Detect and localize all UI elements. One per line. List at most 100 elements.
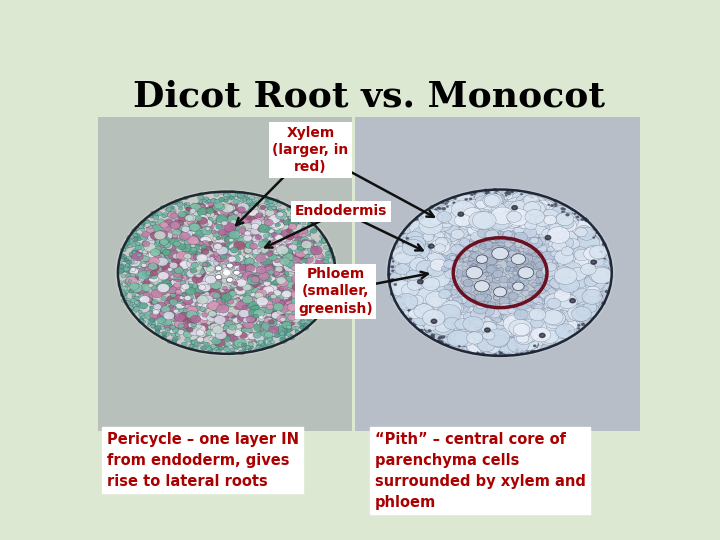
- Circle shape: [170, 296, 174, 300]
- Circle shape: [482, 331, 495, 340]
- Circle shape: [299, 239, 305, 244]
- Circle shape: [261, 251, 267, 255]
- Circle shape: [200, 346, 207, 350]
- Circle shape: [287, 218, 296, 225]
- Circle shape: [295, 211, 300, 214]
- Circle shape: [550, 322, 575, 340]
- Circle shape: [453, 199, 474, 215]
- Circle shape: [161, 227, 169, 233]
- Circle shape: [395, 264, 410, 275]
- Circle shape: [179, 313, 184, 318]
- Circle shape: [125, 264, 129, 267]
- Circle shape: [268, 254, 277, 261]
- Circle shape: [464, 312, 476, 321]
- Circle shape: [253, 214, 264, 222]
- Circle shape: [310, 284, 316, 288]
- Circle shape: [262, 268, 268, 272]
- Circle shape: [120, 258, 125, 262]
- Circle shape: [499, 342, 516, 354]
- Circle shape: [169, 231, 181, 239]
- Circle shape: [313, 302, 317, 305]
- Circle shape: [510, 246, 516, 251]
- Circle shape: [546, 222, 563, 235]
- Circle shape: [203, 217, 214, 225]
- Circle shape: [189, 261, 197, 267]
- Circle shape: [546, 339, 550, 341]
- Circle shape: [537, 217, 559, 234]
- Circle shape: [472, 281, 477, 285]
- Circle shape: [227, 279, 232, 283]
- Circle shape: [246, 199, 252, 204]
- Circle shape: [505, 192, 508, 194]
- Circle shape: [573, 290, 590, 303]
- Circle shape: [513, 282, 524, 291]
- Circle shape: [228, 324, 236, 330]
- Circle shape: [513, 288, 518, 292]
- Circle shape: [461, 338, 480, 352]
- Circle shape: [428, 320, 444, 333]
- Circle shape: [534, 350, 536, 352]
- Circle shape: [315, 285, 320, 289]
- Circle shape: [238, 299, 250, 307]
- Circle shape: [139, 304, 150, 313]
- Circle shape: [186, 327, 193, 332]
- Circle shape: [269, 252, 279, 259]
- Circle shape: [140, 320, 145, 323]
- Circle shape: [480, 287, 485, 291]
- Circle shape: [154, 226, 162, 232]
- Circle shape: [290, 235, 298, 240]
- Circle shape: [210, 254, 215, 259]
- Circle shape: [437, 207, 439, 209]
- Circle shape: [246, 264, 253, 270]
- Circle shape: [260, 286, 272, 294]
- Circle shape: [214, 339, 225, 347]
- Circle shape: [474, 256, 484, 264]
- Circle shape: [239, 280, 249, 287]
- Circle shape: [314, 274, 320, 279]
- Circle shape: [156, 282, 166, 289]
- Circle shape: [495, 245, 504, 252]
- Circle shape: [506, 306, 514, 312]
- Circle shape: [406, 237, 409, 240]
- Circle shape: [329, 249, 333, 252]
- Circle shape: [506, 256, 516, 264]
- Circle shape: [510, 225, 525, 235]
- Circle shape: [138, 271, 150, 279]
- Circle shape: [401, 239, 423, 254]
- Circle shape: [274, 253, 286, 262]
- Circle shape: [429, 280, 441, 288]
- Circle shape: [523, 194, 539, 207]
- Circle shape: [543, 243, 558, 254]
- Circle shape: [139, 313, 144, 317]
- Circle shape: [173, 340, 177, 343]
- Circle shape: [219, 309, 228, 316]
- Circle shape: [279, 338, 286, 342]
- Circle shape: [269, 232, 276, 238]
- Circle shape: [181, 303, 186, 307]
- Circle shape: [203, 246, 213, 254]
- Circle shape: [572, 220, 595, 237]
- Circle shape: [506, 211, 521, 222]
- Circle shape: [484, 231, 493, 238]
- Circle shape: [281, 275, 287, 279]
- Circle shape: [197, 217, 207, 225]
- Circle shape: [153, 310, 159, 315]
- Circle shape: [121, 289, 125, 292]
- Circle shape: [472, 251, 482, 258]
- Circle shape: [311, 293, 322, 301]
- Circle shape: [436, 286, 451, 298]
- Circle shape: [156, 302, 167, 310]
- Circle shape: [222, 204, 233, 213]
- Circle shape: [417, 316, 436, 330]
- Circle shape: [554, 205, 557, 207]
- Circle shape: [206, 275, 217, 284]
- Circle shape: [251, 224, 259, 230]
- Circle shape: [451, 197, 454, 198]
- Circle shape: [211, 338, 218, 343]
- Circle shape: [285, 218, 294, 225]
- Circle shape: [233, 339, 243, 346]
- Circle shape: [508, 194, 525, 207]
- Circle shape: [211, 202, 217, 207]
- Circle shape: [187, 318, 194, 323]
- Circle shape: [292, 260, 301, 266]
